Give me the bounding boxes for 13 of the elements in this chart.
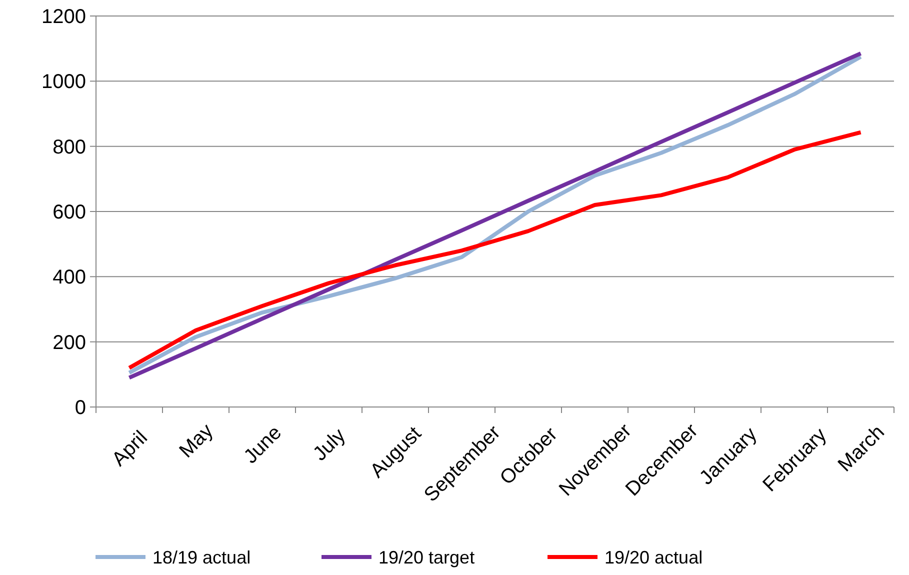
- y-tick-label: 800: [52, 136, 86, 158]
- legend-label: 18/19 actual: [152, 547, 251, 568]
- legend-label: 19/20 target: [378, 547, 475, 568]
- x-tick-label: July: [309, 424, 350, 466]
- y-tick-label: 1000: [42, 71, 86, 94]
- y-tick-label: 400: [52, 266, 86, 289]
- y-tick-label: 200: [52, 332, 86, 354]
- legend-label: 19/20 actual: [604, 547, 703, 568]
- y-tick-label: 600: [52, 202, 86, 224]
- line-series: [127, 130, 863, 370]
- y-tick-label: 0: [74, 397, 86, 419]
- x-tick-label: May: [175, 420, 218, 462]
- y-tick-label: 1200: [42, 6, 86, 28]
